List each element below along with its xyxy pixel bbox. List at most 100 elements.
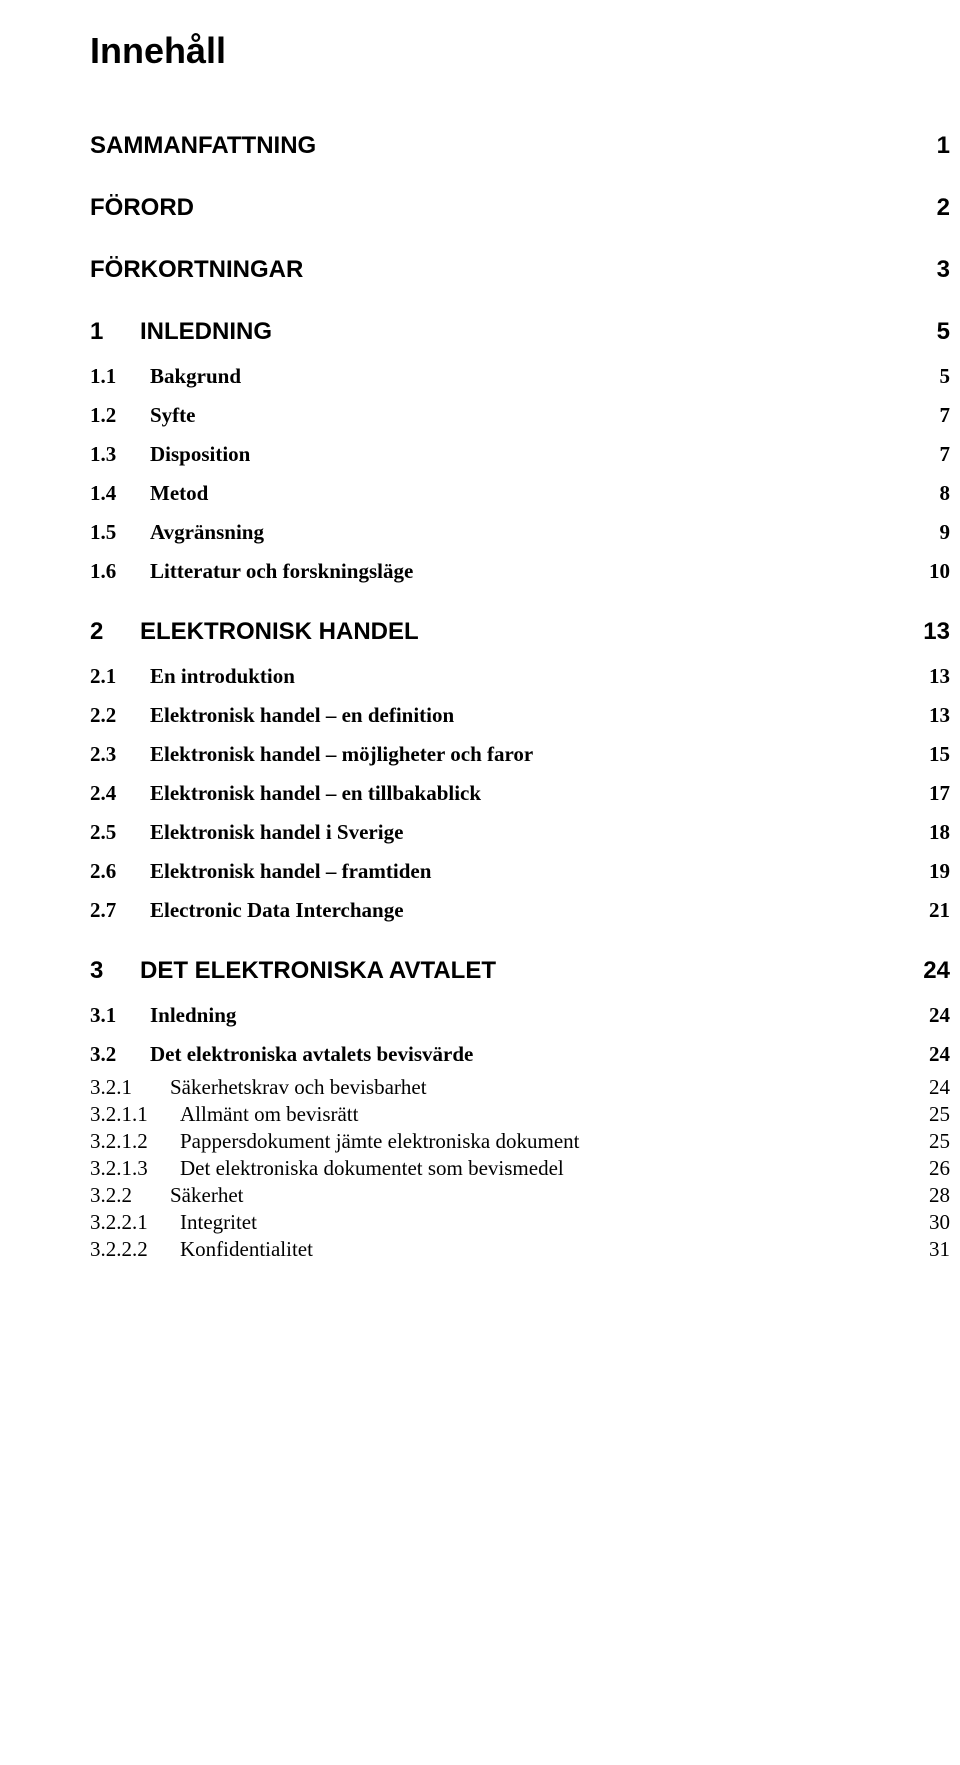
toc-entry-label: 1.6Litteratur och forskningsläge — [90, 559, 910, 584]
toc-entry-text: Elektronisk handel – en definition — [150, 703, 454, 727]
toc-entry-label: 2.6Elektronisk handel – framtiden — [90, 859, 910, 884]
toc-entry-page: 13 — [910, 618, 950, 646]
toc-entry: 2.2Elektronisk handel – en definition13 — [90, 703, 950, 728]
toc-entry-page: 21 — [910, 898, 950, 923]
toc-page: Innehåll SAMMANFATTNING1FÖRORD2FÖRKORTNI… — [0, 0, 960, 1304]
toc-entry: 1.3Disposition7 — [90, 442, 950, 467]
toc-entry-text: Disposition — [150, 442, 250, 466]
toc-entry-text: Bakgrund — [150, 364, 241, 388]
toc-entry: 1.6Litteratur och forskningsläge10 — [90, 559, 950, 584]
toc-entry-page: 5 — [910, 364, 950, 389]
toc-entry-number: 3.2.1.2 — [90, 1129, 180, 1154]
toc-entry-label: 3.2.1.1Allmänt om bevisrätt — [90, 1102, 910, 1127]
toc-entry-label: 2.2Elektronisk handel – en definition — [90, 703, 910, 728]
toc-entry: 2ELEKTRONISK HANDEL 13 — [90, 618, 950, 646]
toc-entry-page: 8 — [910, 481, 950, 506]
toc-entry-text: Konfidentialitet — [180, 1237, 313, 1261]
toc-entry-page: 1 — [910, 132, 950, 160]
toc-entry-text: Säkerhet — [170, 1183, 243, 1207]
toc-entry: 3DET ELEKTRONISKA AVTALET24 — [90, 957, 950, 985]
toc-entry: FÖRKORTNINGAR3 — [90, 256, 950, 284]
toc-entry-label: 2.7Electronic Data Interchange — [90, 898, 910, 923]
toc-list: SAMMANFATTNING1FÖRORD2FÖRKORTNINGAR31INL… — [90, 132, 950, 1262]
page-title: Innehåll — [90, 30, 950, 72]
toc-entry: 3.2.1.2Pappersdokument jämte elektronisk… — [90, 1129, 950, 1154]
toc-entry-label: 2.4Elektronisk handel – en tillbakablick — [90, 781, 910, 806]
toc-entry-label: 1.5Avgränsning — [90, 520, 910, 545]
toc-entry-label: 3.2.1.3Det elektroniska dokumentet som b… — [90, 1156, 910, 1181]
toc-entry-number: 1.2 — [90, 403, 150, 428]
toc-entry-page: 18 — [910, 820, 950, 845]
toc-entry-label: 3.2.1Säkerhetskrav och bevisbarhet — [90, 1075, 910, 1100]
toc-entry-text: Electronic Data Interchange — [150, 898, 404, 922]
toc-entry-page: 17 — [910, 781, 950, 806]
toc-entry-label: 3.1Inledning — [90, 1003, 910, 1028]
toc-entry-text: Säkerhetskrav och bevisbarhet — [170, 1075, 427, 1099]
toc-entry-text: INLEDNING — [140, 318, 272, 345]
toc-entry-number: 3.2.1 — [90, 1075, 170, 1100]
toc-entry-label: FÖRORD — [90, 194, 910, 222]
toc-entry: 3.2.1.1Allmänt om bevisrätt25 — [90, 1102, 950, 1127]
toc-entry: 2.7Electronic Data Interchange21 — [90, 898, 950, 923]
toc-entry: 2.6Elektronisk handel – framtiden19 — [90, 859, 950, 884]
toc-entry-label: 1INLEDNING — [90, 318, 910, 346]
toc-entry-text: Syfte — [150, 403, 196, 427]
toc-entry-page: 13 — [910, 703, 950, 728]
toc-entry-text: SAMMANFATTNING — [90, 132, 316, 159]
toc-entry: FÖRORD2 — [90, 194, 950, 222]
toc-entry-text: Elektronisk handel – framtiden — [150, 859, 431, 883]
toc-entry-number: 2.5 — [90, 820, 150, 845]
toc-entry-text: Integritet — [180, 1210, 257, 1234]
toc-entry-label: 3.2.1.2Pappersdokument jämte elektronisk… — [90, 1129, 910, 1154]
toc-entry-page: 3 — [910, 256, 950, 284]
toc-entry: 2.3Elektronisk handel – möjligheter och … — [90, 742, 950, 767]
toc-entry-label: 2.1En introduktion — [90, 664, 910, 689]
toc-entry: 3.1Inledning24 — [90, 1003, 950, 1028]
toc-entry-page: 24 — [910, 1003, 950, 1028]
toc-entry: 3.2Det elektroniska avtalets bevisvärde2… — [90, 1042, 950, 1067]
toc-entry-number: 2 — [90, 618, 140, 646]
toc-entry-label: 3DET ELEKTRONISKA AVTALET — [90, 957, 910, 985]
toc-entry-number: 2.1 — [90, 664, 150, 689]
toc-entry-page: 5 — [910, 318, 950, 346]
toc-entry-page: 13 — [910, 664, 950, 689]
toc-entry-number: 2.2 — [90, 703, 150, 728]
toc-entry-text: FÖRORD — [90, 194, 194, 221]
toc-entry-page: 25 — [910, 1102, 950, 1127]
toc-entry: 2.5Elektronisk handel i Sverige18 — [90, 820, 950, 845]
toc-entry-text: Elektronisk handel – en tillbakablick — [150, 781, 481, 805]
toc-entry-page: 24 — [910, 1042, 950, 1067]
toc-entry-page: 28 — [910, 1183, 950, 1208]
toc-entry-text: Litteratur och forskningsläge — [150, 559, 413, 583]
toc-entry: 3.2.2.1Integritet30 — [90, 1210, 950, 1235]
toc-entry-text: DET ELEKTRONISKA AVTALET — [140, 957, 496, 984]
toc-entry-label: 2.3Elektronisk handel – möjligheter och … — [90, 742, 910, 767]
toc-entry-page: 25 — [910, 1129, 950, 1154]
toc-entry-label: FÖRKORTNINGAR — [90, 256, 910, 284]
toc-entry-text: Elektronisk handel – möjligheter och far… — [150, 742, 533, 766]
toc-entry: 1.2Syfte7 — [90, 403, 950, 428]
toc-entry-text: Metod — [150, 481, 208, 505]
toc-entry-number: 1.3 — [90, 442, 150, 467]
toc-entry: 3.2.2.2Konfidentialitet31 — [90, 1237, 950, 1262]
toc-entry-page: 31 — [910, 1237, 950, 1262]
toc-entry: 1.1Bakgrund5 — [90, 364, 950, 389]
toc-entry-label: 2.5Elektronisk handel i Sverige — [90, 820, 910, 845]
toc-entry-number: 1.6 — [90, 559, 150, 584]
toc-entry-text: Inledning — [150, 1003, 236, 1027]
toc-entry: 2.4Elektronisk handel – en tillbakablick… — [90, 781, 950, 806]
toc-entry-text: Pappersdokument jämte elektroniska dokum… — [180, 1129, 580, 1153]
toc-entry-number: 3.2.2 — [90, 1183, 170, 1208]
toc-entry-page: 15 — [910, 742, 950, 767]
toc-entry: 3.2.1Säkerhetskrav och bevisbarhet24 — [90, 1075, 950, 1100]
toc-entry-text: Elektronisk handel i Sverige — [150, 820, 403, 844]
toc-entry-label: 1.4Metod — [90, 481, 910, 506]
toc-entry-number: 3.2.1.3 — [90, 1156, 180, 1181]
toc-entry-page: 10 — [910, 559, 950, 584]
toc-entry-number: 2.7 — [90, 898, 150, 923]
toc-entry-text: ELEKTRONISK HANDEL — [140, 618, 419, 645]
toc-entry-number: 2.3 — [90, 742, 150, 767]
toc-entry-label: 3.2.2.2Konfidentialitet — [90, 1237, 910, 1262]
toc-entry-number: 3.2.2.1 — [90, 1210, 180, 1235]
toc-entry-label: SAMMANFATTNING — [90, 132, 910, 160]
